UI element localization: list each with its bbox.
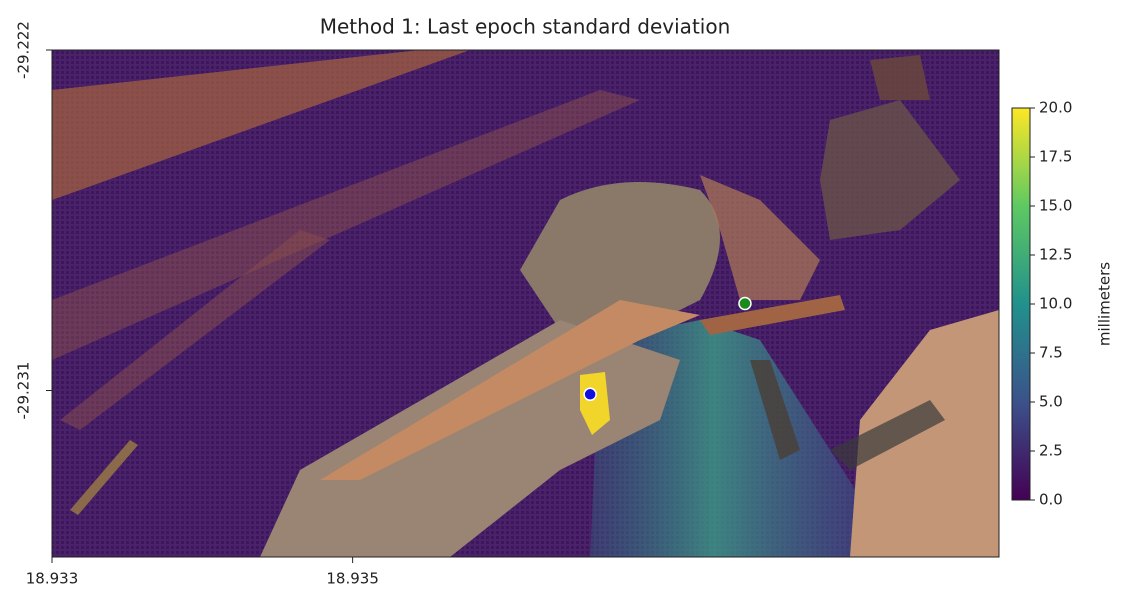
point: [739, 298, 751, 310]
colorbar-tick-label: 5.0: [1039, 393, 1063, 411]
colorbar-tick-label: 10.0: [1039, 295, 1072, 313]
colorbar-tick-label: 12.5: [1039, 246, 1072, 264]
x-tick-label: 18.933: [26, 570, 79, 588]
chart-title: Method 1: Last epoch standard deviation: [320, 15, 731, 39]
colorbar-tick-label: 15.0: [1039, 197, 1072, 215]
x-tick-label: 18.935: [326, 570, 379, 588]
y-tick-label: -29.231: [15, 362, 33, 420]
chart: Method 1: Last epoch standard deviation …: [0, 0, 1123, 591]
point: [584, 388, 596, 400]
colorbar-tick-label: 2.5: [1039, 442, 1063, 460]
colorbar-tick-label: 7.5: [1039, 344, 1063, 362]
colorbar-label: millimeters: [1096, 262, 1114, 346]
colorbar-tick-label: 20.0: [1039, 99, 1072, 117]
colorbar: [1012, 108, 1030, 500]
map-image: [52, 50, 999, 560]
colorbar-tick-label: 17.5: [1039, 148, 1072, 166]
y-tick-label: -29.222: [15, 21, 33, 79]
colorbar-tick-label: 0.0: [1039, 491, 1063, 509]
